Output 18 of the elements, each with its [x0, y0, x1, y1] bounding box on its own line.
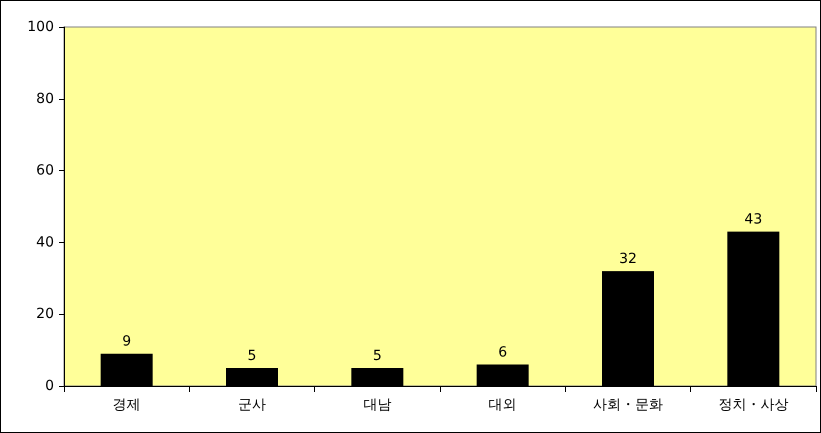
x-tick-label: 경제 — [112, 397, 141, 413]
x-tick-label: 정치・사상 — [718, 397, 788, 413]
data-label: 43 — [744, 212, 762, 228]
data-label: 9 — [122, 334, 132, 350]
y-tick-label: 0 — [45, 378, 54, 394]
x-tick-label: 군사 — [238, 397, 266, 413]
y-tick-label: 60 — [36, 162, 54, 179]
x-tick-label: 사회・문화 — [593, 397, 663, 413]
y-tick-label: 80 — [36, 90, 54, 107]
y-tick-label: 40 — [36, 234, 54, 250]
data-label: 5 — [372, 348, 382, 364]
x-tick-label: 대남 — [363, 397, 392, 413]
y-tick-label: 100 — [27, 19, 54, 35]
y-tick-label: 20 — [36, 306, 54, 322]
data-label: 5 — [248, 348, 256, 364]
x-tick-label: 대외 — [488, 397, 517, 413]
data-label: 32 — [619, 251, 637, 268]
data-label: 6 — [498, 344, 508, 360]
